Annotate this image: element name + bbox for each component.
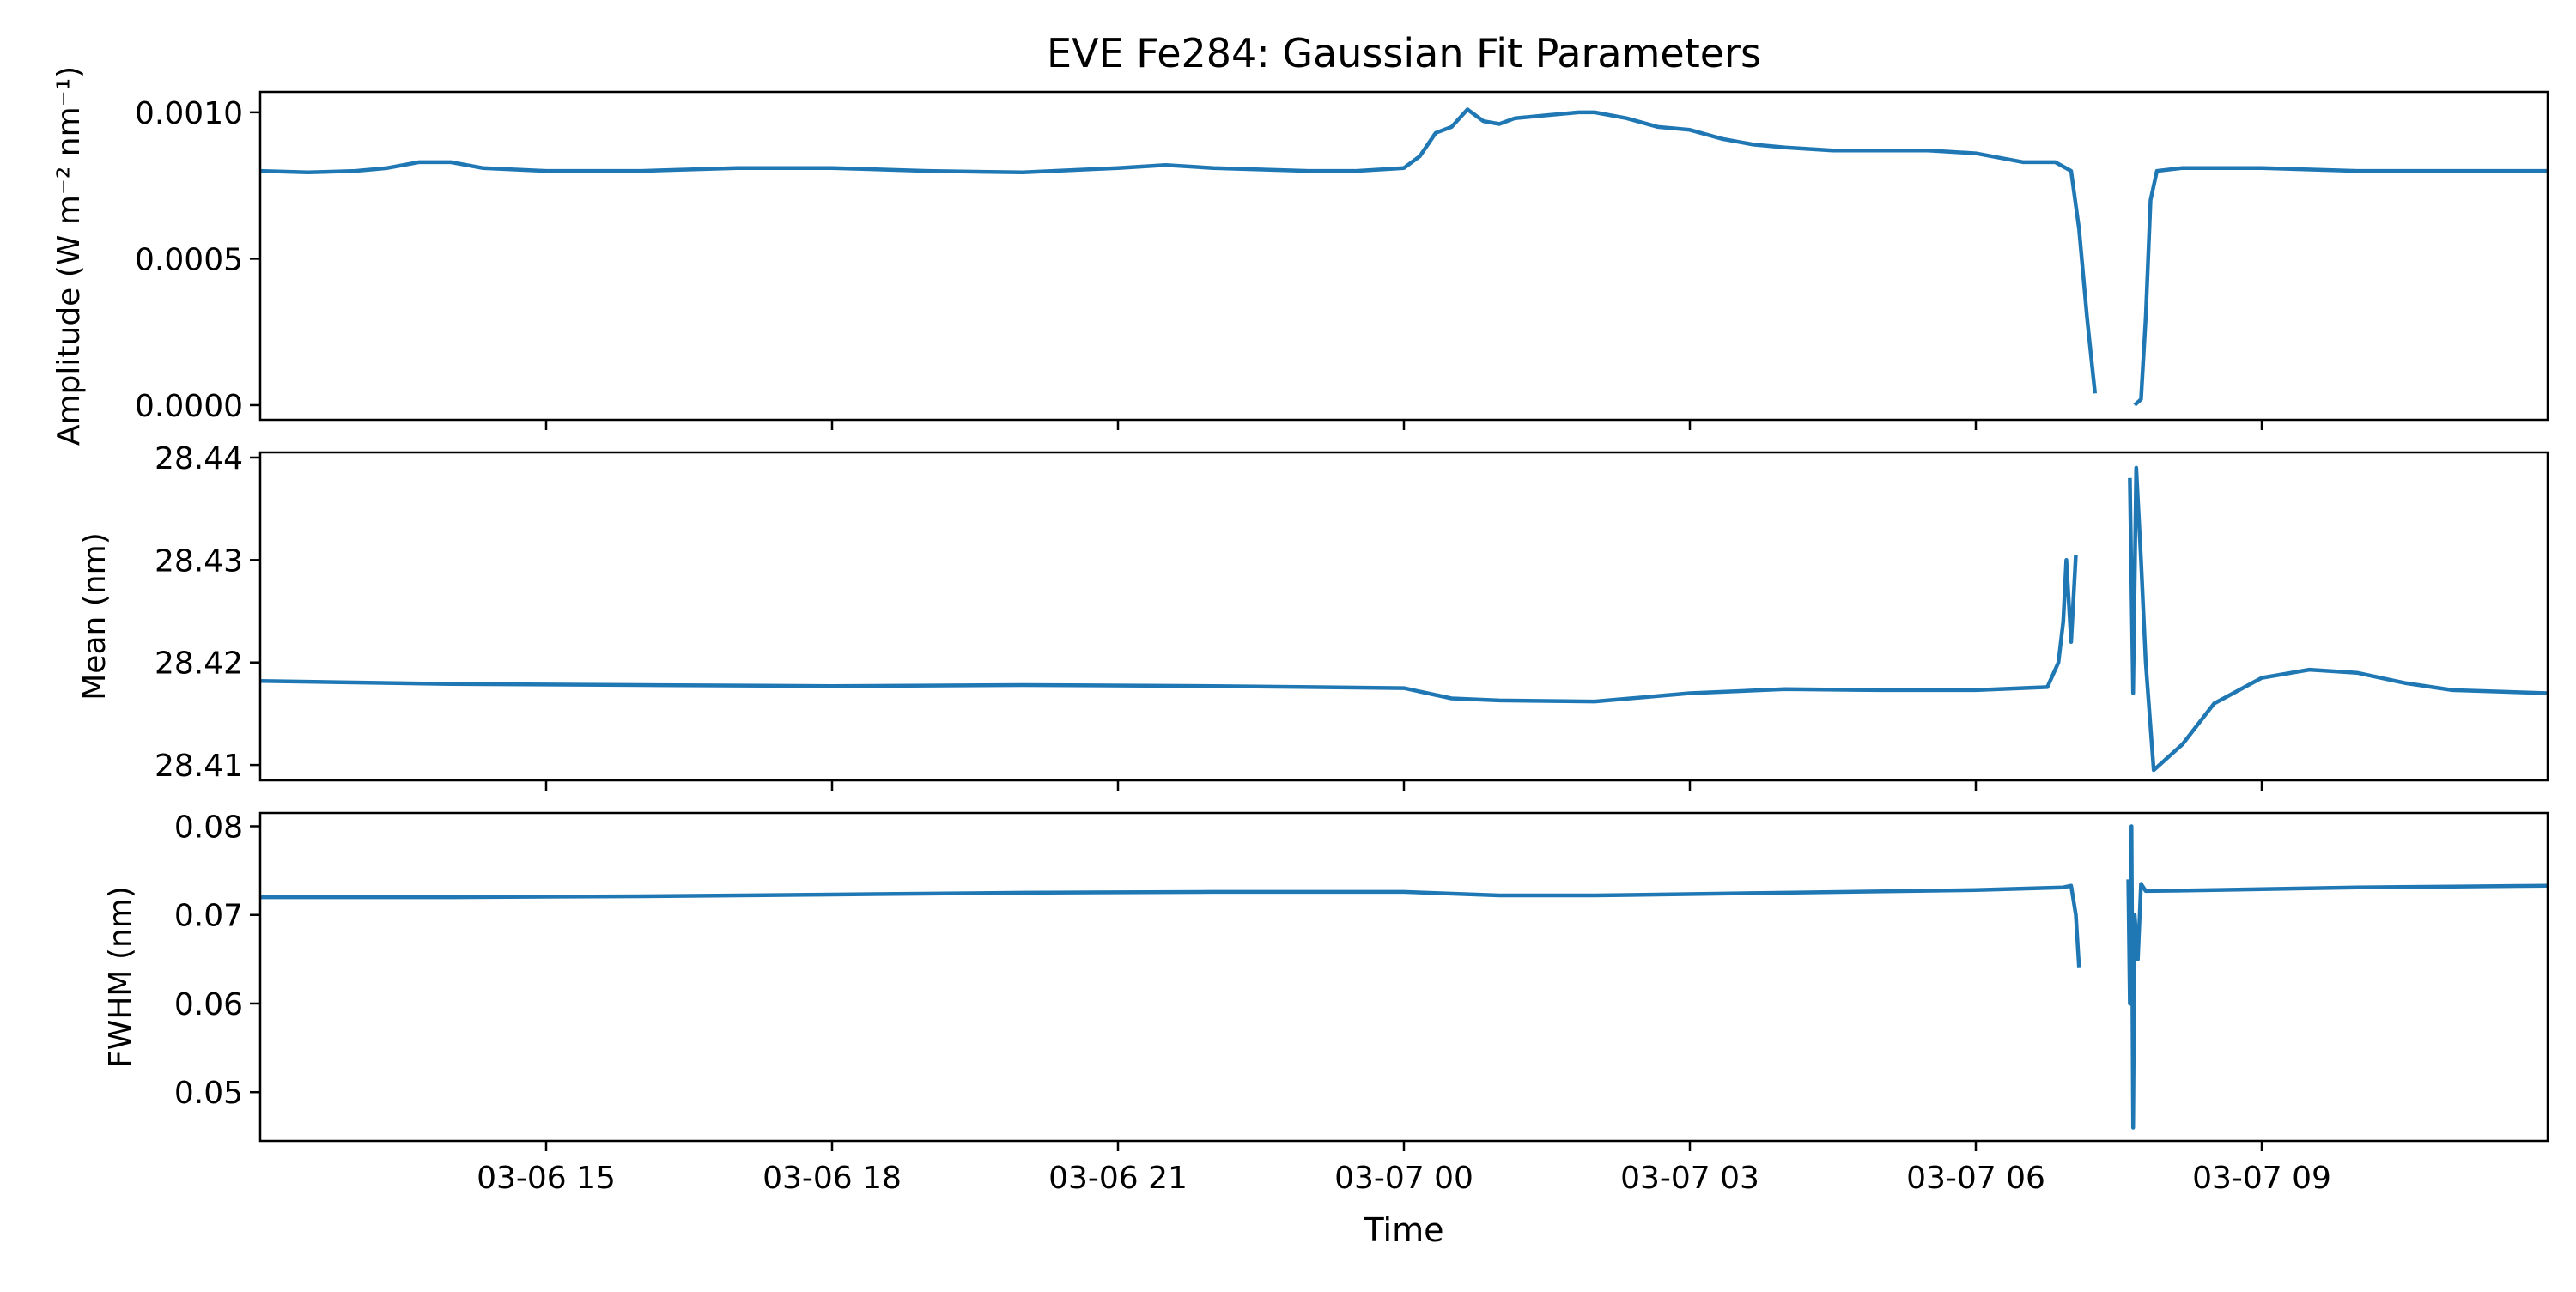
mean-series-line-0 — [259, 555, 2078, 704]
amplitude-y-tick-label-0: 0.0000 — [135, 389, 243, 424]
amplitude-series-line-1 — [2133, 166, 2548, 407]
panel-amplitude: 0.0000 0.0005 0.0010 Amplitude (W m⁻² nm⁻¹) — [52, 66, 2549, 446]
fwhm-y-tick-label-0: 0.05 — [174, 1076, 243, 1111]
fwhm-plot-frame — [258, 811, 2549, 1143]
panel-fwhm: 0.05 0.06 0.07 0.08 03-06 15 03-06 18 03-06 21… — [103, 810, 2549, 1196]
x-tick-label-6: 03-07 09 — [2192, 1161, 2331, 1196]
panel-mean: 28.41 28.42 28.43 28.44 Mean (nm) — [77, 441, 2549, 791]
amplitude-plot-frame — [258, 90, 2549, 422]
fwhm-y-tick-label-3: 0.08 — [174, 810, 243, 845]
x-axis-label: Time — [1364, 1211, 1444, 1249]
fwhm-series-line-1 — [2126, 824, 2549, 1130]
chart-panels: 0.0000 0.0005 0.0010 Amplitude (W m⁻² nm⁻¹)… — [52, 66, 2549, 1196]
amplitude-y-axis-label: Amplitude (W m⁻² nm⁻¹) — [52, 66, 87, 446]
chart-title: EVE Fe284: Gaussian Fit Parameters — [1047, 30, 1761, 76]
fwhm-series-line-0 — [260, 883, 2081, 968]
amplitude-series-line-0 — [259, 107, 2098, 394]
fwhm-y-tick-label-2: 0.07 — [174, 899, 243, 934]
fwhm-y-axis-label: FWHM (nm) — [103, 886, 138, 1068]
x-tick-label-1: 03-06 18 — [762, 1161, 902, 1196]
amplitude-y-tick-label-1: 0.0005 — [135, 242, 243, 277]
fwhm-y-tick-label-1: 0.06 — [174, 987, 243, 1022]
mean-y-tick-label-3: 28.44 — [155, 441, 243, 476]
amplitude-y-tick-label-2: 0.0010 — [135, 96, 243, 131]
x-tick-label-4: 03-07 03 — [1620, 1161, 1759, 1196]
mean-plot-frame — [258, 451, 2549, 782]
x-tick-label-0: 03-06 15 — [477, 1161, 616, 1196]
mean-y-tick-label-1: 28.42 — [155, 646, 243, 682]
mean-series-line-1 — [2128, 465, 2549, 773]
x-tick-label-5: 03-07 06 — [1906, 1161, 2045, 1196]
x-tick-label-2: 03-06 21 — [1048, 1161, 1188, 1196]
mean-y-tick-label-2: 28.43 — [155, 543, 243, 579]
mean-y-axis-label: Mean (nm) — [77, 532, 112, 701]
mean-y-tick-label-0: 28.41 — [155, 749, 243, 784]
x-tick-label-3: 03-07 00 — [1334, 1161, 1473, 1196]
